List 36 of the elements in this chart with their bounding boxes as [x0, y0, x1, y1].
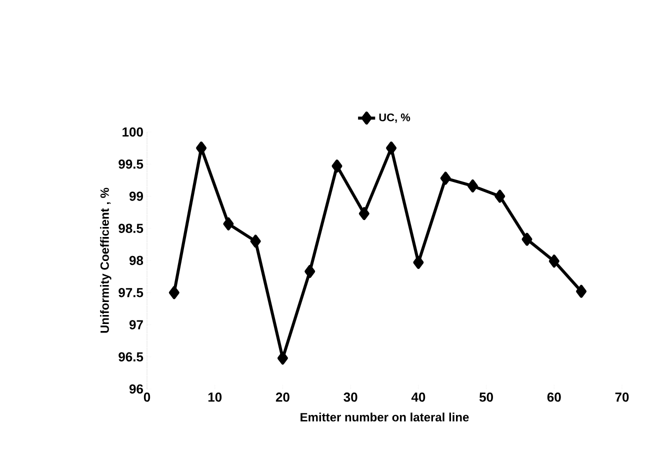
point	[413, 256, 424, 269]
y-axis-title: Uniformity Coefficient , %	[100, 188, 112, 333]
y-tick-label: 96	[129, 384, 143, 394]
point	[168, 286, 180, 300]
point	[386, 142, 397, 155]
y-tick-label: 99.5	[118, 160, 144, 169]
y-tick-label: 100	[122, 127, 143, 137]
y-tick-label: 99	[129, 192, 143, 201]
point	[304, 264, 316, 278]
x-tick-label: 60	[547, 392, 561, 402]
point	[467, 179, 478, 192]
y-tick-label: 98.5	[118, 224, 144, 233]
y-tick-label: 98	[129, 256, 144, 266]
point	[548, 254, 560, 268]
point	[358, 207, 370, 220]
point	[196, 142, 207, 155]
x-tick-label: 20	[276, 392, 290, 402]
legend-label: UC, %	[379, 113, 410, 123]
y-tick-label: 97	[129, 320, 143, 330]
point	[223, 217, 234, 230]
point	[277, 352, 288, 365]
x-tick-label: 30	[344, 392, 358, 402]
x-tick-label: 10	[208, 392, 222, 402]
point	[522, 232, 532, 246]
y-tick-label: 96.5	[118, 352, 144, 362]
point	[332, 160, 342, 173]
x-tick-label: 0	[144, 392, 150, 402]
x-tick-label: 50	[479, 392, 493, 402]
x-tick-label: 40	[411, 392, 426, 402]
point	[576, 284, 587, 298]
x-tick-label: 70	[615, 392, 629, 402]
point	[494, 190, 506, 203]
point	[440, 172, 451, 185]
x-axis-title: Emitter number on lateral line	[300, 412, 469, 422]
y-tick-label: 97.5	[118, 288, 144, 298]
point	[250, 234, 261, 248]
